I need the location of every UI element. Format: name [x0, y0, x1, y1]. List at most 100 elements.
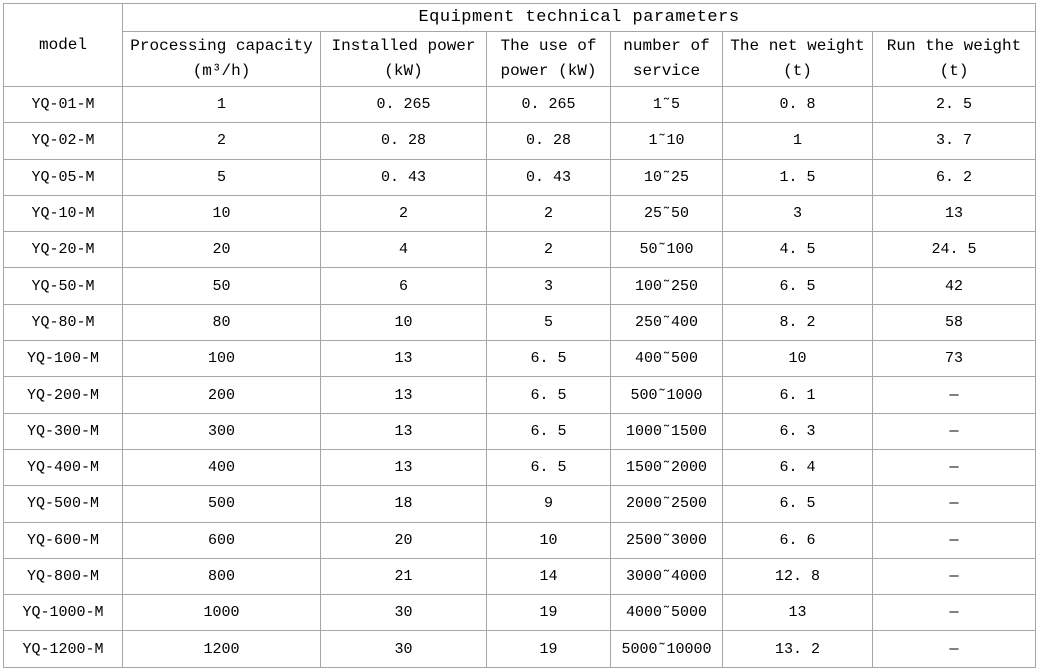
installed-power-cell: 20 — [320, 521, 487, 559]
use-of-power-cell: 2 — [486, 194, 611, 233]
number-of-service-cell: 3000˜4000 — [610, 557, 723, 596]
processing-capacity-cell: 400 — [122, 448, 321, 487]
net-weight-cell: 0. 8 — [722, 85, 873, 124]
model-cell: YQ-20-M — [3, 231, 123, 269]
table-row: YQ-1200-M 1200 30 19 5000˜10000 13. 2 — — [3, 630, 1037, 668]
column-header-installed-power: Installed power (kW) — [320, 31, 487, 87]
model-cell: YQ-200-M — [3, 376, 123, 414]
net-weight-cell: 6. 3 — [722, 412, 873, 450]
run-weight-cell: 42 — [871, 267, 1037, 305]
net-weight-cell: 3 — [722, 194, 873, 233]
installed-power-cell: 13 — [320, 448, 487, 487]
table-row: YQ-02-M 2 0. 28 0. 28 1˜10 1 3. 7 — [3, 122, 1037, 160]
run-weight-cell: 24. 5 — [871, 231, 1037, 269]
processing-capacity-cell: 300 — [122, 412, 321, 450]
number-of-service-cell: 4000˜5000 — [610, 594, 723, 632]
use-of-power-cell: 0. 28 — [486, 122, 611, 160]
use-of-power-cell: 6. 5 — [486, 412, 611, 450]
table-body: YQ-01-M 1 0. 265 0. 265 1˜5 0. 8 2. 5 YQ… — [3, 85, 1037, 668]
number-of-service-cell: 1˜10 — [610, 122, 723, 160]
use-of-power-cell: 9 — [486, 485, 611, 523]
number-of-service-cell: 5000˜10000 — [610, 630, 723, 668]
column-header-processing-capacity: Processing capacity (m³/h) — [122, 31, 321, 87]
use-of-power-cell: 2 — [486, 231, 611, 269]
table-row: YQ-100-M 100 13 6. 5 400˜500 10 73 — [3, 340, 1037, 378]
column-header-net-weight: The net weight (t) — [722, 31, 873, 87]
processing-capacity-cell: 50 — [122, 267, 321, 305]
number-of-service-cell: 2500˜3000 — [610, 521, 723, 559]
column-header-number-of-service: number of service — [610, 31, 723, 87]
installed-power-cell: 0. 43 — [320, 158, 487, 196]
number-of-service-cell: 10˜25 — [610, 158, 723, 196]
run-weight-cell: 73 — [871, 340, 1037, 378]
use-of-power-cell: 19 — [486, 630, 611, 668]
installed-power-cell: 2 — [320, 194, 487, 233]
net-weight-cell: 6. 6 — [722, 521, 873, 559]
number-of-service-cell: 1500˜2000 — [610, 448, 723, 487]
model-cell: YQ-02-M — [3, 122, 123, 160]
installed-power-cell: 0. 28 — [320, 122, 487, 160]
installed-power-cell: 13 — [320, 412, 487, 450]
model-cell: YQ-100-M — [3, 340, 123, 378]
processing-capacity-cell: 1000 — [122, 594, 321, 632]
installed-power-cell: 13 — [320, 376, 487, 414]
model-cell: YQ-300-M — [3, 412, 123, 450]
run-weight-cell: — — [871, 412, 1037, 450]
table-row: YQ-600-M 600 20 10 2500˜3000 6. 6 — — [3, 521, 1037, 559]
model-cell: YQ-10-M — [3, 194, 123, 233]
column-header-use-of-power: The use of power (kW) — [486, 31, 611, 87]
installed-power-cell: 10 — [320, 303, 487, 342]
net-weight-cell: 4. 5 — [722, 231, 873, 269]
table-row: YQ-20-M 20 4 2 50˜100 4. 5 24. 5 — [3, 231, 1037, 269]
run-weight-cell: — — [871, 594, 1037, 632]
run-weight-cell: — — [871, 557, 1037, 596]
processing-capacity-cell: 80 — [122, 303, 321, 342]
use-of-power-cell: 6. 5 — [486, 340, 611, 378]
run-weight-cell: — — [871, 630, 1037, 668]
processing-capacity-cell: 1200 — [122, 630, 321, 668]
installed-power-cell: 6 — [320, 267, 487, 305]
processing-capacity-cell: 500 — [122, 485, 321, 523]
table-row: YQ-50-M 50 6 3 100˜250 6. 5 42 — [3, 267, 1037, 305]
net-weight-cell: 6. 5 — [722, 267, 873, 305]
model-cell: YQ-1000-M — [3, 594, 123, 632]
processing-capacity-cell: 10 — [122, 194, 321, 233]
table-row: YQ-300-M 300 13 6. 5 1000˜1500 6. 3 — — [3, 412, 1037, 450]
table-row: YQ-500-M 500 18 9 2000˜2500 6. 5 — — [3, 485, 1037, 523]
table-title: Equipment technical parameters — [121, 3, 1037, 32]
number-of-service-cell: 400˜500 — [610, 340, 723, 378]
installed-power-cell: 0. 265 — [320, 85, 487, 124]
use-of-power-cell: 5 — [486, 303, 611, 342]
model-cell: YQ-500-M — [3, 485, 123, 523]
installed-power-cell: 21 — [320, 557, 487, 596]
model-cell: YQ-50-M — [3, 267, 123, 305]
run-weight-cell: 6. 2 — [871, 158, 1037, 196]
use-of-power-cell: 10 — [486, 521, 611, 559]
column-header-run-weight: Run the weight (t) — [871, 31, 1037, 87]
use-of-power-cell: 19 — [486, 594, 611, 632]
use-of-power-cell: 3 — [486, 267, 611, 305]
net-weight-cell: 12. 8 — [722, 557, 873, 596]
net-weight-cell: 13 — [722, 594, 873, 632]
table-header: model Equipment technical parameters Pro… — [3, 3, 1037, 87]
processing-capacity-cell: 2 — [122, 122, 321, 160]
net-weight-cell: 6. 4 — [722, 448, 873, 487]
equipment-parameters-table: model Equipment technical parameters Pro… — [3, 3, 1037, 668]
net-weight-cell: 10 — [722, 340, 873, 378]
processing-capacity-cell: 20 — [122, 231, 321, 269]
net-weight-cell: 6. 5 — [722, 485, 873, 523]
net-weight-cell: 1. 5 — [722, 158, 873, 196]
model-cell: YQ-800-M — [3, 557, 123, 596]
number-of-service-cell: 2000˜2500 — [610, 485, 723, 523]
model-cell: YQ-1200-M — [3, 630, 123, 668]
number-of-service-cell: 250˜400 — [610, 303, 723, 342]
installed-power-cell: 4 — [320, 231, 487, 269]
net-weight-cell: 6. 1 — [722, 376, 873, 414]
use-of-power-cell: 0. 43 — [486, 158, 611, 196]
run-weight-cell: 58 — [871, 303, 1037, 342]
model-cell: YQ-01-M — [3, 85, 123, 124]
number-of-service-cell: 1000˜1500 — [610, 412, 723, 450]
table-row: YQ-200-M 200 13 6. 5 500˜1000 6. 1 — — [3, 376, 1037, 414]
run-weight-cell: 13 — [871, 194, 1037, 233]
